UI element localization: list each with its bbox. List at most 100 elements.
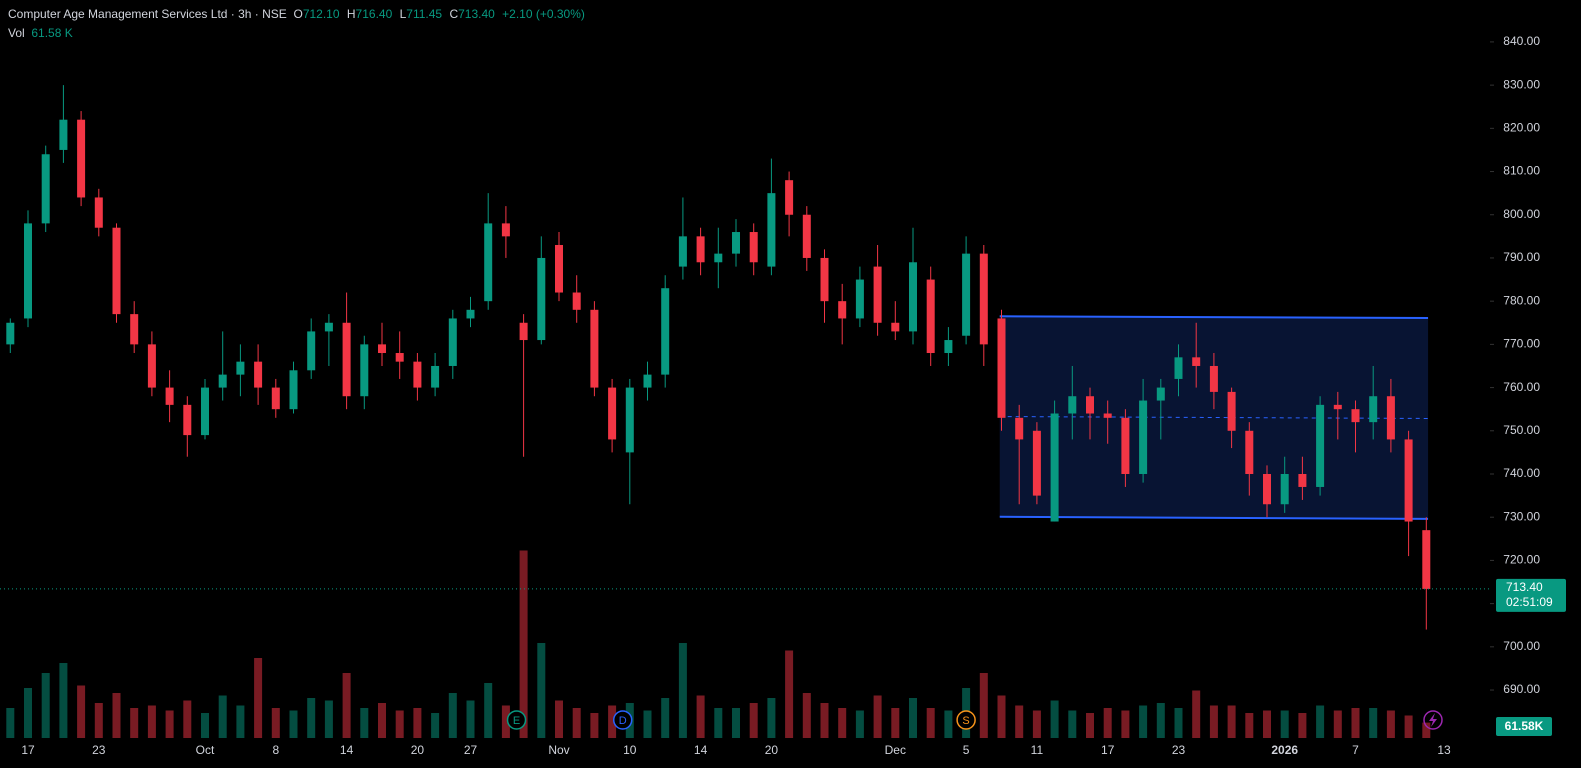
volume-bar [979, 673, 988, 738]
candle-body [1386, 396, 1395, 440]
volume-badge-label: 61.58K [1505, 719, 1544, 733]
y-tick-label: 700.00 [1503, 639, 1540, 653]
candle-body [324, 322, 333, 332]
candle-body [1263, 473, 1271, 505]
volume-bar [891, 708, 900, 738]
volume-bar [1086, 713, 1094, 738]
x-tick-label: 20 [411, 743, 425, 757]
y-tick-label: 720.00 [1503, 553, 1540, 567]
x-tick-label: 2026 [1271, 743, 1298, 757]
event-marker[interactable] [506, 710, 527, 730]
candle-body [501, 223, 510, 237]
candle-body [378, 344, 386, 354]
x-tick-label: 23 [1172, 743, 1186, 757]
volume-bar [466, 700, 475, 738]
volume-bar [1068, 710, 1077, 738]
volume-bar [1139, 705, 1148, 738]
volume-bar [236, 705, 245, 738]
volume-bar [271, 708, 280, 738]
lightning-icon[interactable] [1423, 710, 1443, 730]
candle-body [1209, 365, 1218, 392]
volume-bar [360, 708, 369, 738]
x-tick-label: Nov [548, 743, 569, 757]
volume-bar [147, 705, 156, 738]
volume-bar [1280, 710, 1289, 738]
volume-bar [1351, 708, 1360, 738]
event-marker[interactable] [956, 710, 976, 730]
candle-body [466, 309, 475, 319]
candle-body [590, 309, 599, 388]
price-axis-bg [1490, 0, 1581, 768]
candle-body [608, 387, 617, 440]
volume-bar [324, 700, 333, 738]
candle-body [1245, 430, 1254, 474]
y-tick-label: 830.00 [1503, 77, 1540, 91]
event-marker[interactable] [612, 710, 633, 730]
candle-body [1404, 439, 1413, 522]
volume-bar [997, 695, 1006, 738]
candle-body [77, 119, 86, 198]
candle-body [1103, 413, 1112, 418]
candle-body [767, 193, 776, 267]
candle-body [678, 236, 687, 267]
candle-body [802, 214, 811, 258]
volume-bar [1121, 710, 1130, 738]
volume-bar [41, 673, 50, 738]
channel-bottom [999, 515, 1429, 520]
y-tick-label: 800.00 [1503, 207, 1540, 221]
candle-body [431, 365, 440, 388]
candle-body [1280, 473, 1289, 505]
candle-body [484, 223, 493, 302]
price-badge [1496, 578, 1566, 612]
volume-bar [1032, 710, 1041, 738]
x-tick-label: 10 [623, 743, 637, 757]
volume-bar [1192, 690, 1201, 738]
candle-body [289, 370, 298, 410]
volume-bar [1333, 710, 1342, 738]
x-tick-label: 23 [92, 743, 106, 757]
volume-bar [378, 703, 386, 738]
event-label: D [619, 715, 627, 727]
volume-bar [1263, 710, 1271, 738]
y-tick-label: 770.00 [1503, 337, 1540, 351]
ohlc-value: 716.40 [355, 7, 393, 21]
candle-body [112, 227, 121, 315]
volume-bar [909, 698, 917, 738]
volume-bar [873, 695, 882, 738]
volume-bar [1050, 700, 1059, 738]
candle-body [1121, 417, 1130, 474]
volume-bar [1103, 708, 1112, 738]
volume-bar [555, 700, 563, 738]
volume-bar [678, 643, 687, 738]
volume-bar [218, 695, 227, 738]
candle-body [519, 322, 528, 341]
y-tick-label: 760.00 [1503, 380, 1540, 394]
symbol: Computer Age Management Services Ltd · 3… [8, 7, 287, 21]
candle-body [1192, 357, 1201, 366]
x-tick-label: 17 [1101, 743, 1115, 757]
volume-bar [130, 708, 139, 738]
candle-body [997, 318, 1006, 418]
candle-body [1316, 404, 1325, 487]
x-tick-label: 11 [1031, 743, 1044, 757]
candle-body [271, 387, 280, 410]
ohlc-key: L [399, 7, 407, 21]
volume-bar [732, 708, 740, 738]
volume-bar [590, 713, 599, 738]
ohlc-key: C [449, 7, 459, 21]
y-tick-label: 750.00 [1503, 423, 1540, 437]
candle-body [979, 253, 988, 345]
candle-body [625, 387, 634, 453]
channel-fill [999, 316, 1429, 519]
candle-body [1298, 473, 1307, 487]
x-tick-label: 17 [21, 743, 35, 757]
y-tick-label: 840.00 [1503, 34, 1540, 48]
candle-body [1086, 396, 1094, 414]
candle-body [962, 253, 971, 336]
candle-body [307, 331, 316, 371]
candle-body [6, 322, 15, 345]
candle-body [944, 340, 953, 354]
candle-body [41, 154, 50, 224]
